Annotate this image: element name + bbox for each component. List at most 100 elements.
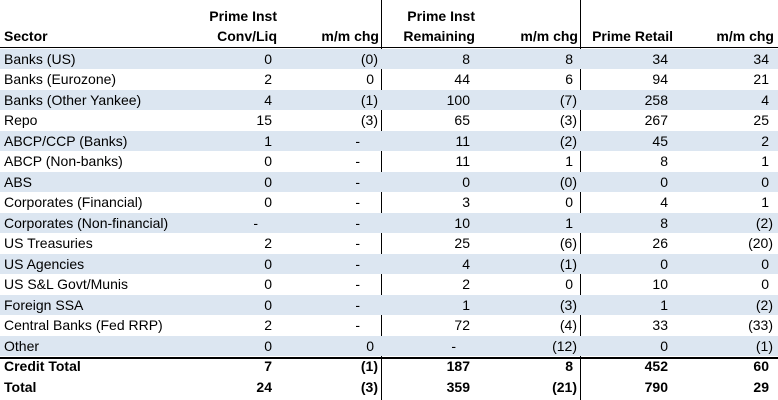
cell-value: 8 — [565, 358, 573, 374]
cell-value: - — [355, 235, 360, 251]
header-rule — [0, 47, 778, 48]
row-label: Banks (Eurozone) — [4, 71, 117, 87]
cell-value: 2 — [264, 317, 272, 333]
table-row: ABCP/CCP (Banks) 1 - 11 (2) 45 2 — [0, 130, 778, 151]
cell-value: - — [355, 153, 360, 169]
cell-value: 11 — [455, 153, 470, 169]
table-row: Banks (Eurozone) 2 0 44 6 94 21 — [0, 69, 778, 90]
cell-value: 15 — [256, 112, 272, 128]
table-row: US Treasuries 2 - 25 (6) 26 (20) — [0, 233, 778, 254]
cell-value: (2) — [559, 132, 577, 149]
row-label: Other — [4, 337, 40, 354]
cell-value: 33 — [652, 317, 668, 333]
cell-value: (3) — [360, 378, 378, 395]
cell-value: - — [355, 296, 360, 313]
table-row: US S&L Govt/Munis 0-2 0 10 0 — [0, 274, 778, 295]
cell-value: 1 — [264, 132, 272, 149]
cell-value: 0 — [366, 71, 374, 87]
table-row: Repo 15 (3) 65 (3) 267 25 — [0, 110, 778, 131]
cell-value: 2 — [264, 235, 272, 251]
cell-value: (3) — [559, 112, 577, 128]
cell-value: 267 — [644, 112, 668, 128]
cell-value: 0 — [565, 276, 573, 292]
cell-value: (0) — [360, 50, 378, 67]
cell-value: 25 — [753, 112, 769, 128]
cell-value: (12) — [552, 337, 577, 354]
cell-value: 2 — [462, 276, 470, 292]
row-label: US Treasuries — [4, 235, 93, 251]
cell-value: - — [355, 194, 360, 210]
cell-value: 1 — [660, 296, 668, 313]
cell-value: 94 — [652, 71, 668, 87]
cell-value: 2 — [761, 132, 769, 149]
cell-value: 2 — [264, 71, 272, 87]
cell-value: (1) — [755, 337, 773, 354]
cell-value: 0 — [660, 337, 668, 354]
row-label: US S&L Govt/Munis — [4, 276, 128, 292]
column-header: m/m chg — [716, 28, 774, 44]
cell-value: 34 — [652, 50, 668, 67]
cell-value: 1 — [565, 153, 573, 169]
cell-value: 0 — [761, 276, 769, 292]
cell-value: 45 — [652, 132, 668, 149]
column-header: Sector — [4, 28, 48, 44]
cell-value: 8 — [565, 50, 573, 67]
cell-value: 6 — [565, 71, 573, 87]
cell-value: 10 — [652, 276, 668, 292]
cell-value: 7 — [264, 358, 272, 374]
cell-value: 0 — [264, 50, 272, 67]
cell-value: 0 — [264, 337, 272, 354]
cell-value: 0 — [264, 255, 272, 272]
cell-value: - — [355, 276, 360, 292]
cell-value: 4 — [761, 91, 769, 108]
table-row: Foreign SSA 0 - 1 (3) 1 (2) — [0, 294, 778, 315]
cell-value: 0 — [761, 173, 769, 190]
cell-value: 4 — [660, 194, 668, 210]
column-header: Prime Retail — [592, 28, 673, 44]
cell-value: 0 — [462, 173, 470, 190]
cell-value: (4) — [559, 317, 577, 333]
cell-value: - — [355, 255, 360, 272]
cell-value: (33) — [748, 317, 773, 333]
cell-value: (6) — [559, 235, 577, 251]
cell-value: (3) — [559, 296, 577, 313]
total-row: Total 24 (3) 359 (21) 790 29 — [0, 377, 778, 398]
column-header: Conv/Liq — [217, 28, 277, 44]
cell-value: 258 — [644, 91, 668, 108]
cell-value: 0 — [264, 194, 272, 210]
cell-value: 24 — [256, 378, 272, 395]
cell-value: (7) — [559, 91, 577, 108]
row-label: ABCP/CCP (Banks) — [4, 132, 128, 149]
table-row: Corporates (Financial) 0 - 3 0 4 1 — [0, 192, 778, 213]
cell-value: (20) — [748, 235, 773, 251]
table-row: ABS 0 - 0 (0) 0 0 — [0, 171, 778, 192]
cell-value: 72 — [454, 317, 470, 333]
cell-value: (1) — [360, 358, 378, 374]
cell-value: 1 — [462, 296, 470, 313]
cell-value: 65 — [454, 112, 470, 128]
cell-value: 21 — [753, 71, 769, 87]
column-divider — [580, 0, 581, 400]
cell-value: 0 — [264, 153, 272, 169]
cell-value: 34 — [753, 50, 769, 67]
column-header: Prime Inst — [209, 8, 277, 24]
row-label: Credit Total — [4, 358, 81, 374]
row-label: US Agencies — [4, 255, 85, 272]
cell-value: 11 — [455, 132, 470, 149]
cell-value: 8 — [660, 214, 668, 231]
cell-value: 0 — [264, 276, 272, 292]
cell-value: - — [355, 214, 360, 231]
row-label: Banks (US) — [4, 50, 76, 67]
row-label: Corporates (Financial) — [4, 194, 143, 210]
cell-value: 0 — [366, 337, 374, 354]
row-label: ABS — [4, 173, 33, 190]
column-header: m/m chg — [321, 28, 379, 44]
cell-value: 0 — [761, 255, 769, 272]
cell-value: 790 — [644, 378, 668, 395]
row-label: Foreign SSA — [4, 296, 84, 313]
table-row: US Agencies 0 - 4 (1) 0 0 — [0, 253, 778, 274]
column-header: m/m chg — [520, 28, 578, 44]
column-header: Prime Inst — [407, 8, 475, 24]
cell-value: (1) — [360, 91, 378, 108]
